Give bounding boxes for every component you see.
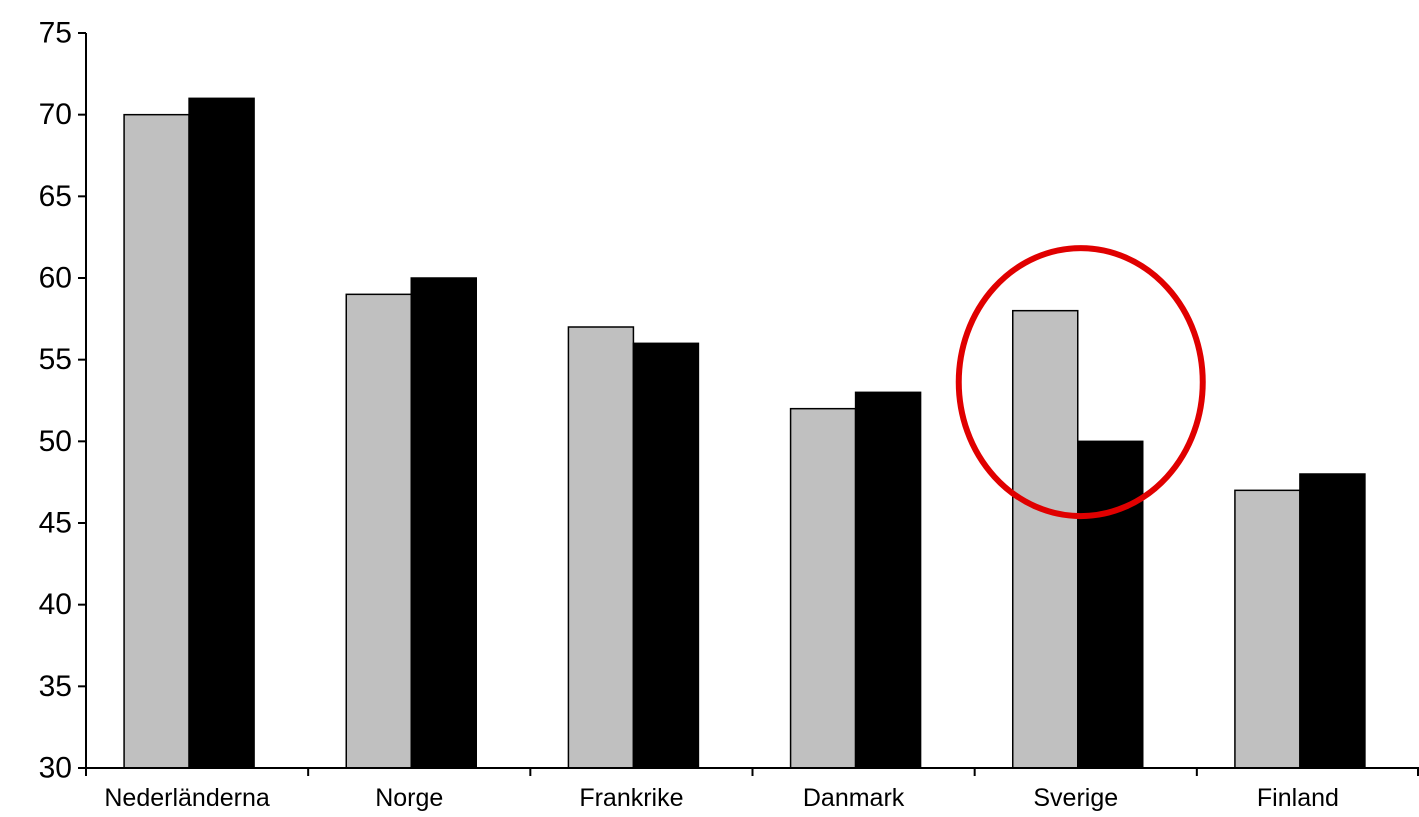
y-tick-label: 40 [39,588,72,621]
bars-layer [123,97,1366,769]
y-tick-label: 30 [39,752,72,785]
bar-sverige-series-2 [1077,440,1144,769]
highlight-layer [955,245,1206,520]
bar-norge-series-1 [345,293,412,769]
y-tick-label: 75 [39,17,72,50]
y-tick-label: 70 [39,98,72,131]
y-axis-ticks: 30 35 40 45 50 55 60 65 70 75 [39,17,86,785]
x-category-label: Finland [1257,784,1339,812]
bar-finland-series-2 [1299,473,1366,769]
bar-nederländerna-series-1 [123,113,190,769]
x-category-label: Nederländerna [104,784,269,812]
x-category-label: Norge [375,784,443,812]
x-category-label: Frankrike [579,784,683,812]
y-tick-label: 50 [39,425,72,458]
highlight-ellipse [955,245,1206,520]
y-tick-label: 65 [39,180,72,213]
x-axis-ticks: Nederländerna Norge Frankrike Danmark Sverig… [85,768,1419,812]
x-category-label: Danmark [803,784,905,812]
bar-nederländerna-series-2 [188,97,255,769]
bar-frankrike-series-2 [632,342,700,769]
bar-sverige-series-1 [1012,309,1079,769]
bar-norge-series-2 [410,277,477,769]
y-tick-label: 55 [39,343,72,376]
bar-danmark-series-1 [789,407,857,769]
bar-danmark-series-2 [854,391,922,769]
x-category-label: Sverige [1033,784,1118,812]
y-tick-label: 45 [39,507,72,540]
y-tick-label: 60 [39,262,72,295]
y-tick-label: 35 [39,670,72,703]
bar-frankrike-series-1 [567,326,635,769]
bar-finland-series-1 [1234,489,1301,769]
